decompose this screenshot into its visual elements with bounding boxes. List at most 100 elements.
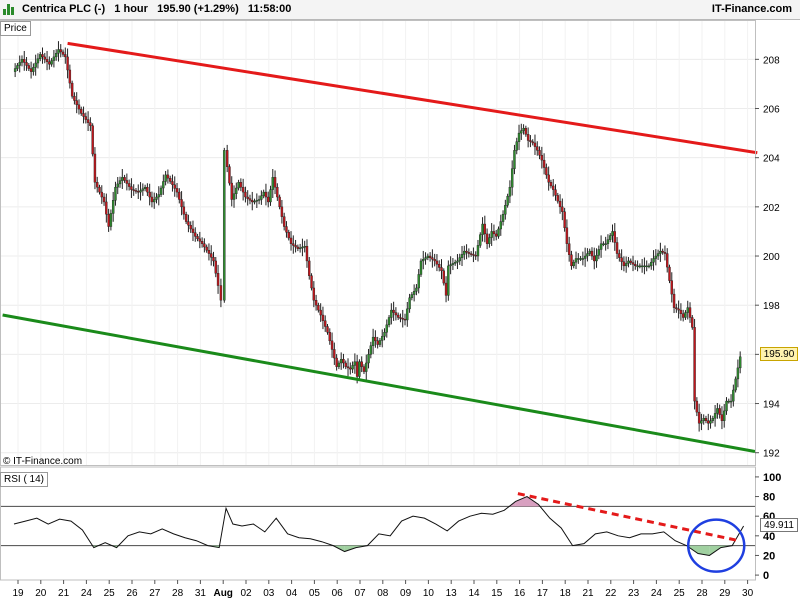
candle-body [419, 260, 423, 275]
candle-body [45, 59, 49, 62]
candle-body [538, 150, 541, 156]
candlestick-series [13, 41, 742, 432]
candle-body [485, 233, 489, 244]
x-tick-label: 31 [195, 588, 207, 599]
x-tick-label: 10 [423, 588, 435, 599]
x-tick-label: 24 [81, 588, 93, 599]
candle-body [324, 320, 327, 327]
candle-body [472, 254, 475, 256]
candle-body [146, 186, 149, 193]
candle-body [618, 253, 621, 258]
candle-body [426, 255, 430, 258]
candle-body [597, 249, 601, 256]
candle-body [396, 314, 400, 318]
candle-body [688, 307, 692, 318]
candle-body [540, 155, 544, 161]
candle-body [194, 232, 197, 237]
candle-body [736, 367, 740, 380]
candle-body [588, 250, 591, 254]
candle-body [725, 400, 728, 412]
candle-body [351, 365, 354, 370]
candle-body [702, 418, 705, 421]
candle-body [558, 200, 562, 208]
candle-body [50, 60, 53, 65]
candle-body [645, 265, 648, 268]
candle-body [567, 243, 571, 255]
candle-body [593, 255, 596, 262]
candle-body [479, 234, 482, 246]
candle-body [590, 250, 594, 257]
candle-body [663, 252, 667, 254]
candle-body [166, 174, 170, 179]
x-tick-label: 26 [126, 588, 138, 599]
x-tick-label: 06 [332, 588, 344, 599]
candle-body [130, 186, 133, 190]
candle-body [620, 257, 623, 262]
candle-body [301, 246, 304, 249]
candle-body [547, 174, 550, 183]
candle-body [376, 340, 379, 345]
candle-body [449, 264, 452, 267]
candle-body [374, 336, 377, 342]
candle-body [303, 245, 306, 248]
candle-body [524, 127, 528, 135]
candle-body [435, 260, 439, 265]
candle-body [497, 228, 500, 237]
candle-body [412, 291, 416, 295]
candle-body [586, 253, 589, 257]
candle-body [237, 182, 240, 189]
candle-body [93, 153, 97, 183]
candle-body [570, 254, 573, 267]
candle-body [18, 62, 21, 66]
candle-body [392, 309, 395, 313]
x-tick-label: 18 [560, 588, 572, 599]
candle-body [285, 226, 288, 233]
candle-body [378, 340, 382, 345]
candle-body [143, 186, 147, 190]
candle-body [536, 146, 539, 151]
candle-body [723, 410, 726, 421]
candle-body [624, 263, 628, 267]
x-tick-label: 19 [12, 588, 24, 599]
candle-body [552, 185, 555, 190]
candle-body [656, 253, 660, 257]
rsi-panel-frame [0, 466, 756, 581]
candle-body [707, 420, 710, 424]
candle-body [162, 181, 165, 189]
last-price: 195.90 (+1.29%) [157, 3, 239, 15]
price-y-tick-label: 208 [763, 55, 780, 66]
candle-body [381, 336, 384, 341]
candle-body [273, 177, 277, 188]
candle-body [481, 223, 484, 235]
candle-body [212, 257, 215, 262]
candle-body [105, 201, 108, 215]
candle-body [602, 243, 605, 245]
candle-body [228, 166, 231, 184]
candle-body [695, 400, 699, 413]
candle-body [278, 196, 281, 208]
candle-body [84, 116, 88, 120]
candle-body [52, 56, 56, 61]
candle-body [155, 196, 158, 200]
candle-body [118, 180, 122, 185]
x-tick-label: 07 [354, 588, 366, 599]
candle-body [369, 345, 373, 355]
candle-body [125, 180, 129, 184]
candle-body [114, 186, 117, 201]
x-tick-label: 24 [651, 588, 663, 599]
x-tick-label: 27 [149, 588, 161, 599]
rsi-series [13, 492, 746, 573]
candle-body [447, 265, 450, 296]
x-tick-label: 08 [377, 588, 389, 599]
candle-body [456, 260, 459, 263]
candle-body [371, 336, 375, 346]
candle-body [604, 243, 607, 245]
candle-body [328, 332, 331, 342]
candle-body [520, 130, 523, 134]
candle-body [599, 243, 603, 250]
candle-body [111, 200, 115, 214]
candle-body [729, 400, 733, 403]
candle-body [681, 313, 685, 318]
candle-body [615, 242, 619, 254]
candle-body [276, 186, 279, 198]
